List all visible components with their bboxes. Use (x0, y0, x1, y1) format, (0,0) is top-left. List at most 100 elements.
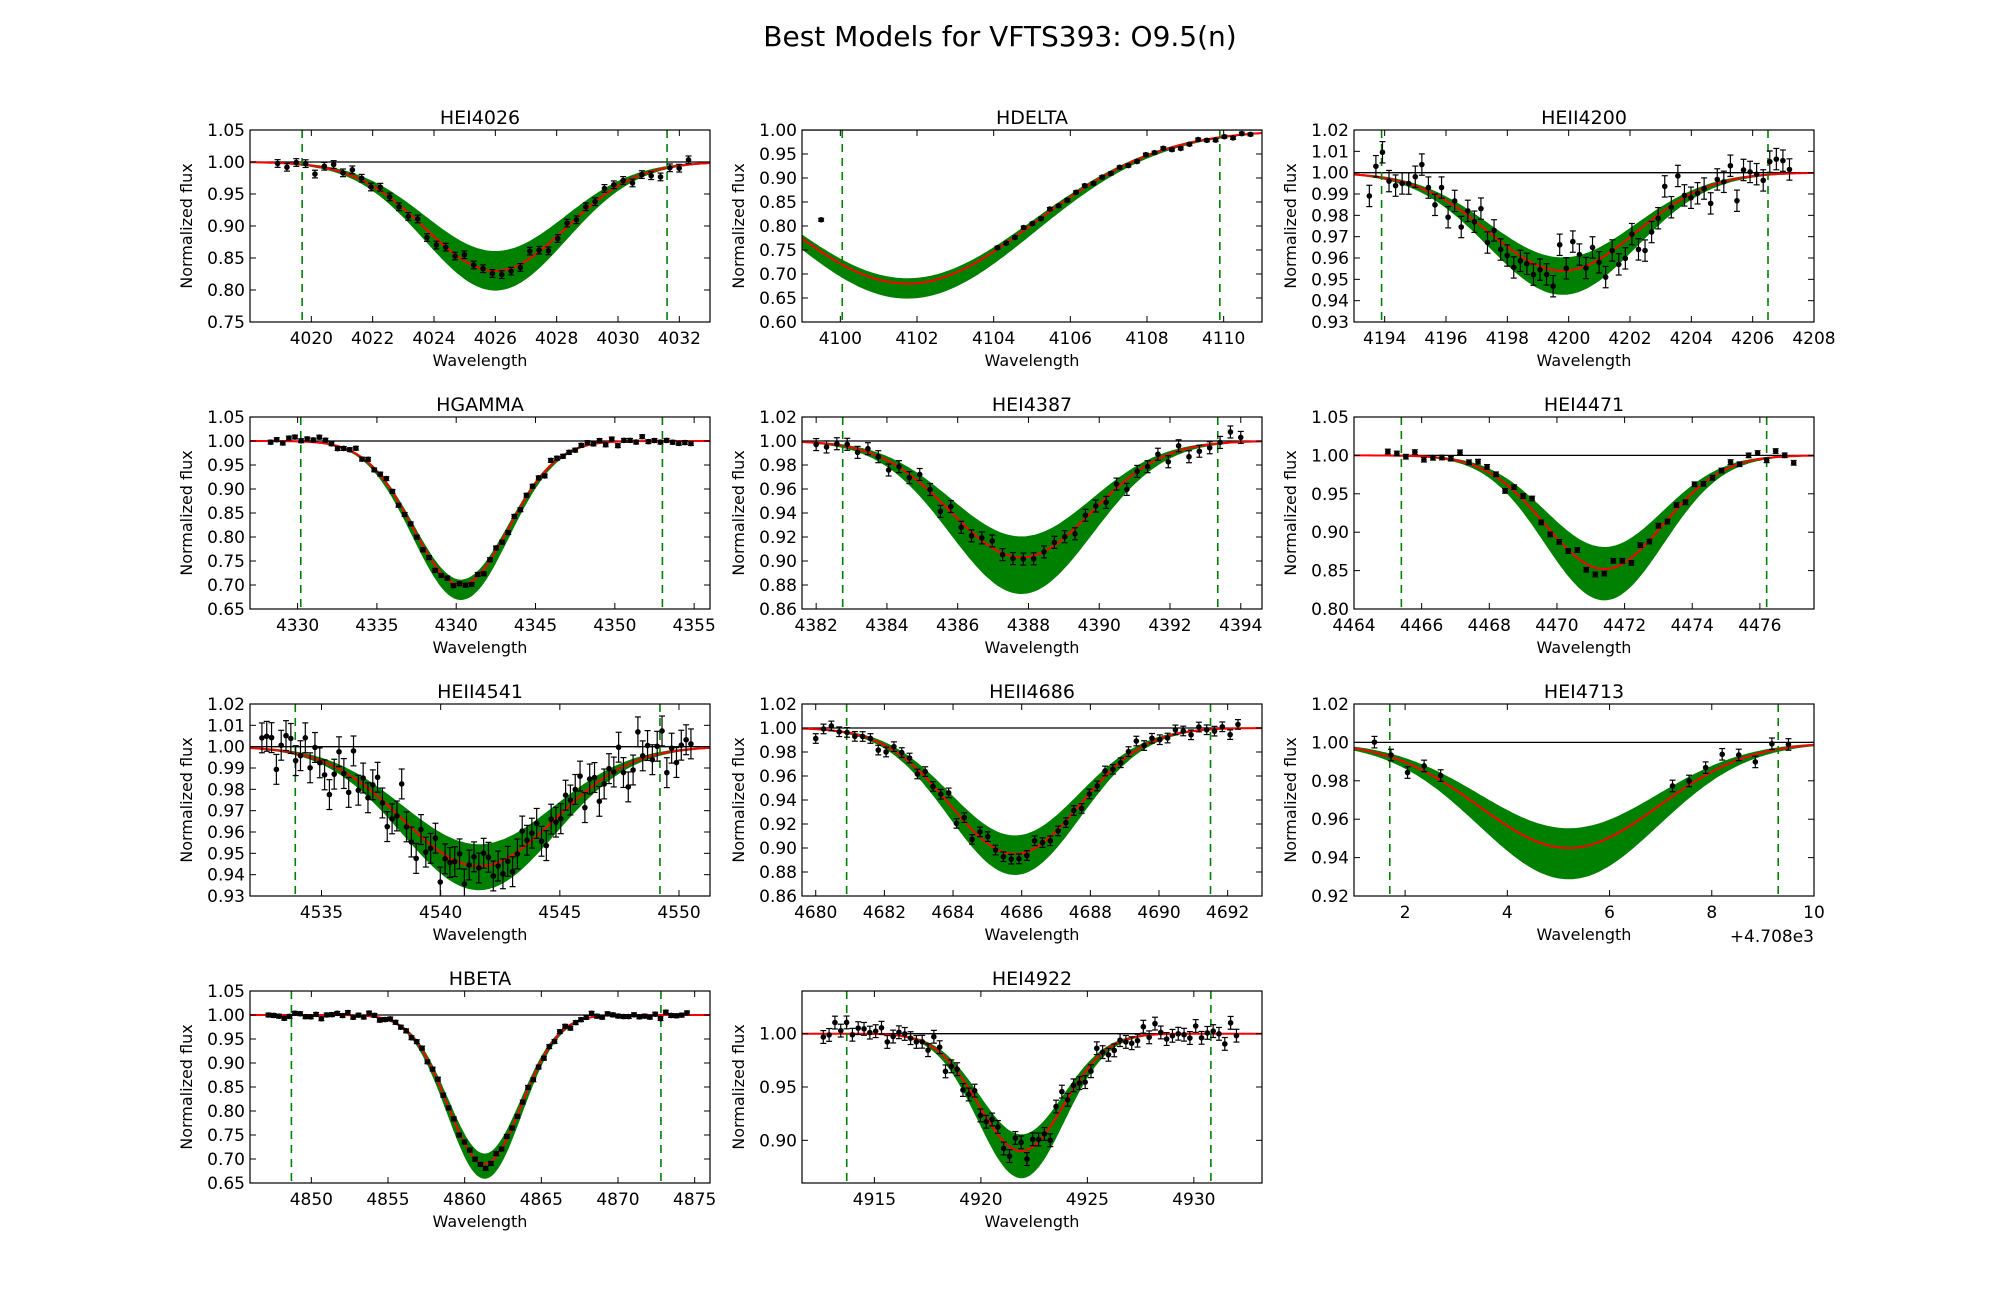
data-point (583, 1014, 590, 1021)
data-point (408, 1034, 415, 1041)
data-point (1563, 265, 1570, 272)
data-point (942, 1068, 949, 1075)
y-axis-label: Normalized flux (1281, 450, 1300, 576)
panel-title: HEI4713 (1544, 681, 1624, 703)
data-point (1601, 570, 1608, 577)
data-point (529, 830, 535, 836)
y-tick-label: 0.65 (759, 289, 797, 309)
data-point (965, 1091, 972, 1098)
x-tick-label: 4855 (366, 1190, 409, 1210)
data-point (1070, 1082, 1077, 1089)
data-point (631, 1011, 637, 1018)
y-tick-label: 0.98 (1311, 772, 1349, 792)
x-tick-label: 4860 (443, 1190, 486, 1210)
data-point (347, 446, 353, 453)
data-point (890, 1033, 896, 1040)
x-tick-label: 4020 (290, 329, 333, 349)
data-point (1592, 571, 1599, 578)
data-point (341, 770, 347, 777)
data-point (533, 820, 540, 827)
data-point (1583, 566, 1590, 573)
x-tick-label: 4915 (853, 1190, 896, 1210)
data-point (259, 735, 265, 741)
data-point (546, 1043, 553, 1050)
x-tick-label: 4865 (520, 1190, 563, 1210)
y-axis-label: Normalized flux (1281, 737, 1300, 863)
data-point (621, 437, 627, 444)
y-tick-label: 1.00 (207, 738, 245, 758)
data-point (844, 441, 851, 448)
data-point (1574, 547, 1581, 553)
data-point (1055, 202, 1062, 209)
data-point (1702, 764, 1709, 771)
axes-frame (249, 703, 711, 897)
data-point (1700, 481, 1707, 487)
data-point (312, 744, 318, 751)
data-point (1681, 192, 1688, 199)
y-tick-label: 0.90 (207, 1054, 245, 1074)
data-point (1753, 171, 1760, 177)
data-point (1238, 130, 1245, 137)
spectral-panel-heii4541: 4535 4540 4545 4550 0.930.940.950.960.970.98… (177, 681, 711, 944)
data-point (1041, 549, 1047, 555)
y-tick-label: 0.80 (1311, 600, 1349, 620)
data-point (676, 165, 682, 172)
data-point (1029, 1136, 1036, 1143)
x-tick-label: 4196 (1424, 329, 1467, 349)
data-point (472, 1156, 478, 1162)
data-point (334, 1010, 341, 1017)
x-tick-label: 4394 (1219, 616, 1262, 636)
data-point (1664, 518, 1671, 525)
data-point (1520, 493, 1526, 499)
data-point (1093, 1045, 1100, 1052)
data-point (1217, 439, 1223, 446)
data-point (615, 744, 622, 751)
data-point (898, 749, 905, 756)
x-tick-label: 4535 (300, 903, 343, 923)
data-point (1169, 146, 1175, 153)
data-point (984, 833, 991, 840)
data-point (1117, 1037, 1123, 1043)
data-point (1082, 1079, 1088, 1085)
data-point (1589, 244, 1596, 251)
data-point (1763, 457, 1770, 464)
model-envelope (802, 1033, 1262, 1178)
data-point (365, 456, 371, 463)
data-point (1629, 231, 1635, 237)
data-point (371, 467, 377, 473)
data-point (578, 1016, 584, 1023)
model-envelope (802, 441, 1262, 594)
data-point (1405, 180, 1412, 187)
data-point (1661, 183, 1668, 190)
data-point (1175, 442, 1182, 449)
data-point (560, 453, 566, 460)
model-curve (802, 132, 1262, 297)
data-point (394, 813, 400, 819)
model-curve (1354, 172, 1814, 259)
x-axis-label: Wavelength (433, 925, 528, 944)
data-point (1117, 759, 1124, 766)
data-point (1164, 735, 1171, 741)
data-point (1537, 266, 1543, 273)
data-point (525, 1084, 531, 1091)
data-point (530, 1076, 537, 1083)
data-point (1203, 726, 1210, 733)
data-point (1064, 197, 1071, 203)
data-point (968, 533, 975, 539)
data-point (543, 842, 550, 849)
data-point (440, 1092, 447, 1098)
data-point (1172, 727, 1179, 733)
data-point (1024, 1156, 1030, 1162)
data-point (611, 181, 617, 188)
data-point (389, 816, 395, 822)
data-point (312, 171, 318, 177)
y-tick-label: 1.05 (207, 982, 245, 1002)
data-point (1646, 538, 1653, 545)
data-point (1419, 161, 1425, 168)
data-point (526, 248, 533, 254)
data-point (1188, 731, 1194, 738)
data-point (591, 774, 598, 781)
data-point (1051, 539, 1058, 546)
data-point (444, 575, 451, 581)
data-point (1538, 519, 1544, 526)
